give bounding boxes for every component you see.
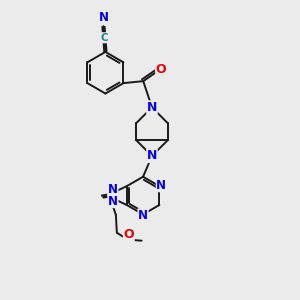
Text: N: N [138, 209, 148, 222]
Text: O: O [156, 63, 167, 76]
Text: N: N [147, 149, 157, 162]
Text: N: N [147, 101, 157, 114]
Text: N: N [98, 11, 108, 24]
Text: N: N [156, 179, 166, 192]
Text: N: N [108, 194, 118, 208]
Text: C: C [100, 33, 108, 43]
Text: N: N [108, 183, 118, 196]
Text: O: O [123, 228, 134, 241]
